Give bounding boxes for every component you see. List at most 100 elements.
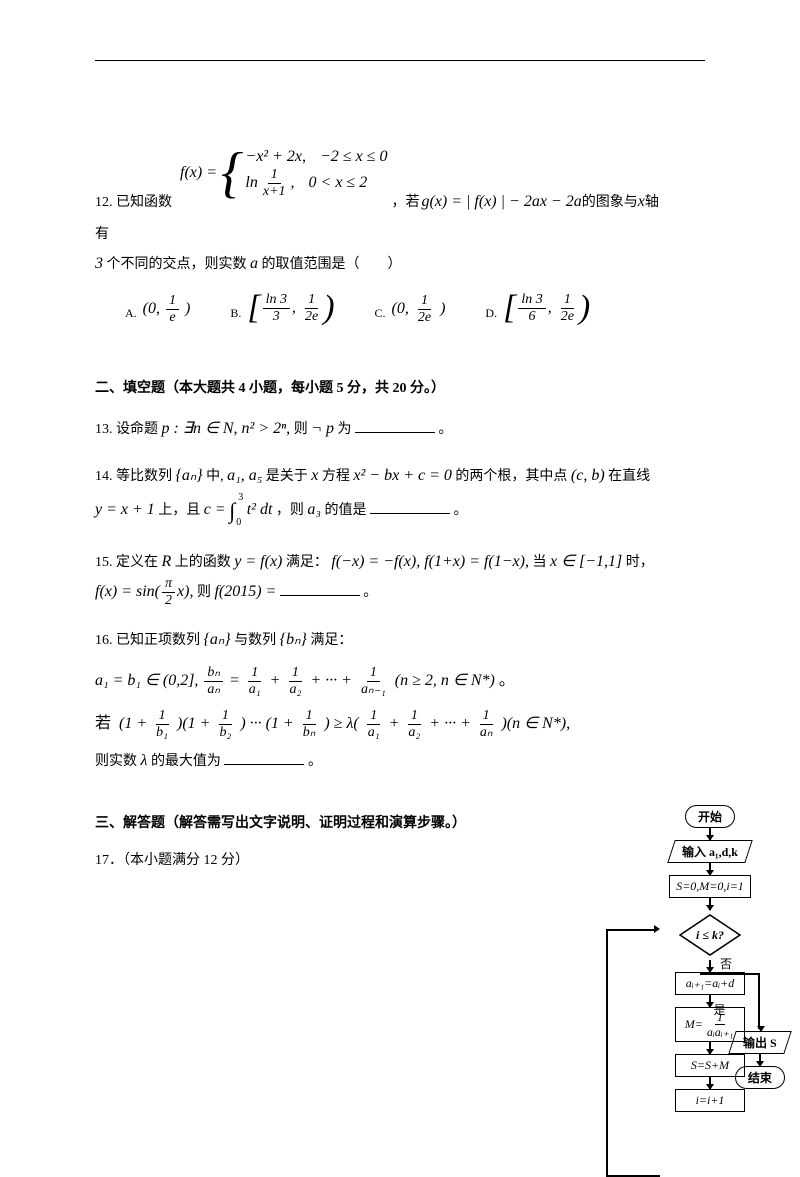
q14-b: 中, [206,469,224,484]
b2d: b₂ [216,725,234,740]
q14-l2e: 的值是 [324,503,366,518]
case2-comma: , [291,174,295,192]
smn: 1 [367,666,380,682]
case2-ln: ln [245,174,257,192]
q15-fx: f(x) = sin( π2 x), [95,577,193,608]
q12-line2: 有 [95,223,705,243]
fx-lhs: f(x) = [180,164,217,182]
optA-r: ) [185,300,190,317]
optC-l: (0, [392,300,409,317]
q15-a: 15. 定义在 [95,555,158,570]
q14-eq: x² − bx + c = 0 [353,467,452,484]
blank-14 [370,499,450,514]
fc-input-text: 输入 a₁,d,k [682,843,738,860]
blank-13 [355,418,435,433]
q12-options: A. (0, 1 e ) B. [ ln 33 , 12e ) C. [95,291,705,325]
opt-c-label: C. [375,306,386,321]
q15-d: 当 [532,555,546,570]
bnd: bₙ [300,725,319,740]
optB-n1: ln 3 [263,293,290,309]
opt-a-label: A. [125,306,137,321]
l1n: bₙ [204,666,223,682]
q12-line3: 3 个不同的交点，则实数 a 的取值范围是（ ） [95,253,705,273]
q14-f: 在直线 [608,469,650,484]
r1n: 1 [367,709,380,725]
frac-num: 1 [268,168,281,184]
fc-start: 开始 [685,805,735,828]
question-15: 15. 定义在 R 上的函数 y = f(x) 满足： f(−x) = −f(x… [95,548,705,608]
brace-icon: { [221,145,243,201]
q14-cb: (c, b) [571,467,605,484]
integral-icon: ∫30 [229,491,235,531]
q16-a: 16. 已知正项数列 [95,633,200,648]
fc-m-den: aᵢaᵢ₊₁ [705,1025,735,1038]
q14-c: 是关于 [266,469,308,484]
q13-end: 。 [438,422,452,437]
rnd: aₙ [477,725,496,740]
q12-tail3: 轴 [645,191,659,211]
int-body: t² dt [247,501,273,518]
fx-pre: f(x) = sin( [95,578,160,607]
ruo: 若 [95,715,111,732]
int-upper: 3 [238,489,243,507]
fc-cond: i ≤ k? [679,914,741,956]
q16-end: 。 [308,754,322,769]
q15-b: 上的函数 [175,555,231,570]
q16-b: 与数列 [234,633,276,648]
q15-R: R [162,553,172,570]
vline-icon [606,929,608,1175]
hline-icon [606,929,656,931]
b1d: b₁ [153,725,171,740]
optC-n: 1 [418,294,431,310]
fc-step-a: aᵢ₊₁=aᵢ+d [675,972,745,995]
option-b: B. [ ln 33 , 12e ) [230,291,334,325]
opt-b-label: B. [230,306,241,321]
optB-d2: 2e [302,309,321,324]
optB-d1: 3 [270,309,283,324]
q12-l3b: 个不同的交点，则实数 [107,257,247,272]
l1eq: = [229,672,244,689]
optD-n2: 1 [561,293,574,309]
fc-output: 输出 S [728,1031,791,1054]
q15-e: 时， [626,555,654,570]
fx-post: x), [177,578,193,607]
q13-c: 为 [337,422,351,437]
case1-expr: −x² + 2x, [245,148,306,166]
rparen-icon: ) [323,291,334,325]
int-lower: 0 [236,514,241,532]
question-17: 17．（本小题满分 12 分） [95,848,705,873]
q14-a: 14. 等比数列 [95,469,172,484]
l2tail: )(n ∈ N*), [501,715,570,732]
optA-d: e [166,310,178,325]
arrow-icon [709,828,711,840]
q14-a3: a₃ [307,501,321,518]
option-d: D. [ ln 36 , 12e ) [485,291,590,325]
q14-l2b: 上，且 [158,503,200,518]
lambda: λ [141,752,148,769]
b2n: 1 [219,709,232,725]
q14-x: x [311,467,318,484]
fc-yes-label: 是 [714,1001,726,1018]
optA-l: (0, [143,300,160,317]
q15-then: 则 [197,585,211,600]
flowchart: 开始 输入 a₁,d,k S=0,M=0,i=1 i ≤ k? aᵢ₊₁=aᵢ+… [620,805,800,1112]
fc-m-lhs: M= [685,1017,703,1032]
s1n: 1 [248,666,261,682]
r2d: a₂ [405,725,423,740]
vline-icon [758,973,760,1029]
s2d: a₂ [286,682,304,697]
fc-decision: i ≤ k? [679,914,741,956]
section-3-header: 三、解答题（解答需写出文字说明、证明过程和演算步骤。） [95,812,705,832]
q14-e: 的两个根，其中点 [455,469,567,484]
x-var: x [638,193,645,211]
q16-line1: a₁ = b₁ ∈ (0,2], bₙaₙ = 1a₁ + 1a₂ + ··· … [95,663,705,698]
q16-an: {aₙ} [204,631,231,648]
q14-end: 。 [453,503,467,518]
question-12: 12. 已知函数 f(x) = { −x² + 2x, −2 ≤ x ≤ 0 l… [95,151,705,325]
case1-cond: −2 ≤ x ≤ 0 [320,148,387,166]
q16-l1pre: a₁ = b₁ ∈ (0,2], [95,672,198,689]
frac-den: x+1 [260,184,289,199]
l2pre: (1 + [119,715,151,732]
top-rule [95,60,705,61]
q14-seq: {aₙ} [176,467,203,484]
